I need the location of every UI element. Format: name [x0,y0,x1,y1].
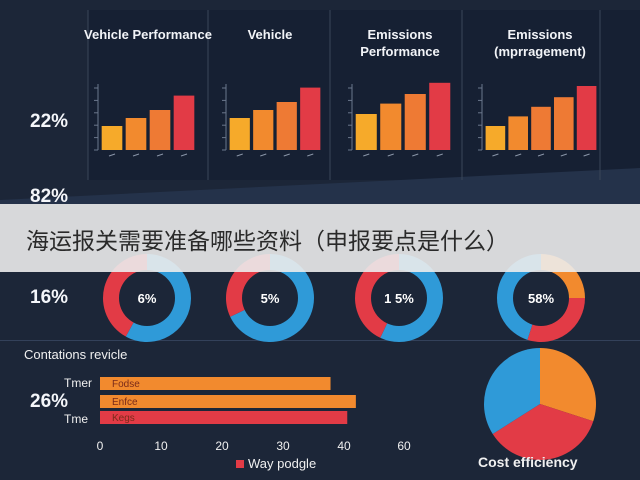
x-tick-label [363,153,370,157]
wave-band [0,168,640,210]
bar-h-legend: Way podgle [248,456,317,471]
side-percentage-3: 16% [30,287,69,308]
bar-1-2 [276,102,297,150]
side-percentage-2: 82% [30,186,69,207]
legend-swatch [236,460,244,468]
hbar-x-tick: 20 [215,439,229,453]
section-divider [0,340,640,341]
x-tick-label [108,153,116,157]
cost-pie-slice-2 [484,348,540,435]
title-banner [0,204,640,272]
bar-1-0 [229,118,250,150]
side-percentage-1: 22% [30,111,69,132]
x-tick-label [492,153,499,157]
x-tick-label [260,153,267,157]
bar-2-0 [355,114,377,150]
donut-hole [371,270,427,326]
donut-3-label: 58% [528,291,554,306]
side-percentage-4: 26% [30,391,69,412]
bar-2-3 [429,82,451,150]
donut-1-label: 5% [261,291,280,306]
bar-1-1 [253,110,274,150]
bar-h-category-1: Tmer [64,376,92,390]
hbar-1 [100,395,356,408]
bar-3-4 [576,86,597,150]
bar-1-3 [300,87,321,150]
x-tick-label [180,153,188,157]
cost-efficiency-title: Cost efficiency [478,454,578,470]
bar-2-2 [404,94,426,150]
cost-pie-slice-1 [492,404,594,461]
bar-0-3 [173,95,195,150]
donut-hole [242,270,298,326]
bar-chart-h-title: Contations revicle [24,347,128,362]
hbar-x-tick: 60 [397,439,411,453]
hbar-x-tick: 30 [276,439,290,453]
x-tick-label [236,153,243,157]
donut-hole [119,270,175,326]
hbar-label-1: Enfce [112,397,138,408]
x-tick-label [515,153,522,157]
bar-chart-1-title: Vehicle Performance [84,27,212,42]
bar-3-2 [531,106,551,150]
x-tick-label [156,153,164,157]
x-tick-label [412,153,419,157]
banner-title: 海运报关需要准备哪些资料（申报要点是什么） [26,228,509,254]
hbar-x-tick: 40 [337,439,351,453]
top-panel [88,10,640,180]
donut-hole [513,270,569,326]
donut-2-label: 1 5% [384,291,414,306]
hbar-label-0: Fodse [112,379,140,390]
x-tick-label [537,153,545,157]
bar-h-category-3: Tme [64,412,88,426]
hbar-x-tick: 10 [154,439,168,453]
bar-3-3 [553,97,574,150]
bar-0-1 [125,118,147,150]
bar-chart-2-title: Vehicle [247,27,293,42]
hbar-x-tick: 0 [97,439,104,453]
cost-pie-slice-0 [540,348,596,422]
bar-chart-3-title: Emissions Performance [360,27,440,59]
bar-3-1 [508,116,529,150]
x-tick-label [560,153,567,157]
x-tick-label [387,153,394,157]
x-tick-label [132,153,140,157]
hbar-0 [100,377,331,390]
x-tick-label [583,153,590,157]
bar-0-0 [101,126,123,150]
bar-2-1 [380,103,402,150]
bar-chart-4-title: Emissions (mprragement) [494,27,586,59]
donut-0-label: 6% [138,291,157,306]
x-tick-label [307,153,314,157]
bar-3-0 [485,126,506,150]
bar-0-2 [149,110,171,150]
hbar-2 [100,411,348,424]
x-tick-label [436,153,443,157]
x-tick-label [283,153,290,157]
hbar-label-2: Kegs [112,413,135,424]
